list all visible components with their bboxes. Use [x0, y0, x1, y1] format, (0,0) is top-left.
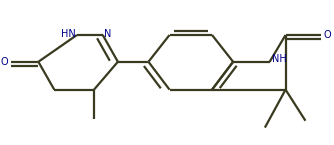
Text: HN: HN — [60, 29, 75, 39]
Text: NH: NH — [272, 54, 287, 64]
Text: N: N — [104, 29, 111, 39]
Text: O: O — [1, 57, 9, 67]
Text: O: O — [324, 30, 331, 40]
